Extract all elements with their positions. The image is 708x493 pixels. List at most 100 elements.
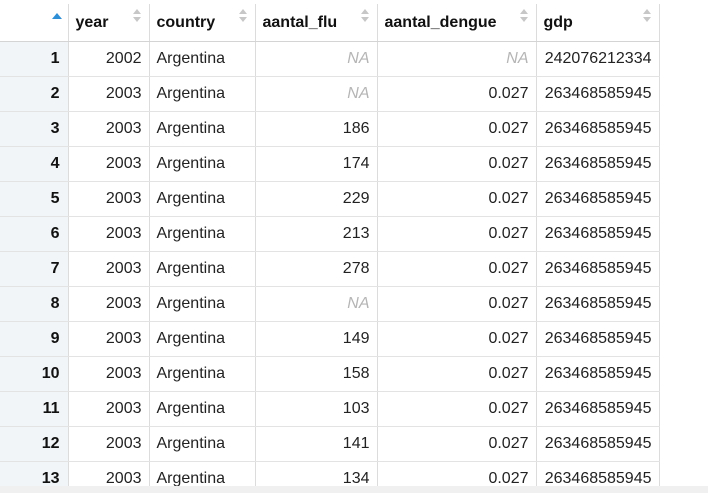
table-row: 10 2003 Argentina 158 0.027 263468585945 [0,356,660,392]
cell-aantal-dengue: 0.027 [377,216,537,252]
cell-aantal-flu: 158 [255,356,378,392]
cell-gdp: 263468585945 [536,111,660,147]
cell-gdp: 263468585945 [536,216,660,252]
cell-aantal-flu: 229 [255,181,378,217]
sort-icon [238,9,247,25]
cell-aantal-dengue: 0.027 [377,391,537,427]
horizontal-scrollbar[interactable] [0,486,708,493]
cell-aantal-flu: NA [255,76,378,112]
sort-ascending-icon [51,13,62,19]
cell-gdp: 263468585945 [536,76,660,112]
column-header-aantal-dengue[interactable]: aantal_dengue [377,4,537,42]
cell-year: 2003 [68,391,150,427]
cell-year: 2003 [68,286,150,322]
table-row: 9 2003 Argentina 149 0.027 263468585945 [0,321,660,357]
cell-country: Argentina [149,111,256,147]
cell-country: Argentina [149,251,256,287]
cell-gdp: 242076212334 [536,41,660,77]
column-header-year[interactable]: year [68,4,150,42]
table-row: 7 2003 Argentina 278 0.027 263468585945 [0,251,660,287]
column-header-rownum[interactable] [0,4,69,42]
cell-year: 2003 [68,426,150,462]
data-table: year country aantal_flu aantal_dengue gd… [0,4,660,493]
column-header-label: aantal_flu [262,13,338,31]
cell-aantal-flu: 141 [255,426,378,462]
cell-aantal-flu: 213 [255,216,378,252]
row-number: 9 [0,321,69,357]
cell-year: 2003 [68,146,150,182]
column-header-label: gdp [543,13,573,31]
cell-country: Argentina [149,41,256,77]
row-number: 1 [0,41,69,77]
cell-aantal-dengue: 0.027 [377,286,537,322]
sort-icon [519,9,528,25]
row-number: 10 [0,356,69,392]
row-number: 3 [0,111,69,147]
cell-country: Argentina [149,321,256,357]
cell-country: Argentina [149,216,256,252]
cell-year: 2003 [68,356,150,392]
cell-aantal-flu: NA [255,41,378,77]
cell-country: Argentina [149,391,256,427]
cell-aantal-dengue: NA [377,41,537,77]
cell-aantal-dengue: 0.027 [377,251,537,287]
column-header-gdp[interactable]: gdp [536,4,660,42]
cell-gdp: 263468585945 [536,356,660,392]
table-row: 1 2002 Argentina NA NA 242076212334 [0,41,660,77]
table-row: 11 2003 Argentina 103 0.027 263468585945 [0,391,660,427]
table-row: 3 2003 Argentina 186 0.027 263468585945 [0,111,660,147]
cell-year: 2003 [68,216,150,252]
row-number: 5 [0,181,69,217]
cell-year: 2002 [68,41,150,77]
cell-aantal-flu: 103 [255,391,378,427]
table-row: 8 2003 Argentina NA 0.027 263468585945 [0,286,660,322]
cell-country: Argentina [149,181,256,217]
row-number: 8 [0,286,69,322]
cell-year: 2003 [68,76,150,112]
cell-year: 2003 [68,181,150,217]
cell-gdp: 263468585945 [536,321,660,357]
cell-gdp: 263468585945 [536,286,660,322]
cell-aantal-flu: 174 [255,146,378,182]
header-row: year country aantal_flu aantal_dengue gd… [0,4,660,42]
cell-year: 2003 [68,111,150,147]
cell-gdp: 263468585945 [536,391,660,427]
cell-aantal-dengue: 0.027 [377,356,537,392]
row-number: 4 [0,146,69,182]
row-number: 6 [0,216,69,252]
cell-aantal-dengue: 0.027 [377,111,537,147]
table-body: 1 2002 Argentina NA NA 242076212334 2 20… [0,41,660,493]
cell-year: 2003 [68,251,150,287]
row-number: 2 [0,76,69,112]
cell-gdp: 263468585945 [536,146,660,182]
row-number: 11 [0,391,69,427]
cell-aantal-dengue: 0.027 [377,321,537,357]
table-row: 12 2003 Argentina 141 0.027 263468585945 [0,426,660,462]
cell-aantal-flu: 278 [255,251,378,287]
table-row: 4 2003 Argentina 174 0.027 263468585945 [0,146,660,182]
column-header-aantal-flu[interactable]: aantal_flu [255,4,378,42]
sort-icon [642,9,651,25]
cell-aantal-flu: 186 [255,111,378,147]
sort-icon [132,9,141,25]
cell-aantal-dengue: 0.027 [377,146,537,182]
cell-aantal-dengue: 0.027 [377,76,537,112]
table-row: 5 2003 Argentina 229 0.027 263468585945 [0,181,660,217]
row-number: 12 [0,426,69,462]
cell-aantal-flu: 149 [255,321,378,357]
column-header-country[interactable]: country [149,4,256,42]
cell-country: Argentina [149,76,256,112]
cell-gdp: 263468585945 [536,426,660,462]
cell-gdp: 263468585945 [536,251,660,287]
cell-aantal-dengue: 0.027 [377,426,537,462]
row-number: 7 [0,251,69,287]
table-row: 2 2003 Argentina NA 0.027 263468585945 [0,76,660,112]
cell-gdp: 263468585945 [536,181,660,217]
table-row: 6 2003 Argentina 213 0.027 263468585945 [0,216,660,252]
cell-country: Argentina [149,146,256,182]
cell-country: Argentina [149,426,256,462]
column-header-label: year [75,13,109,31]
cell-aantal-dengue: 0.027 [377,181,537,217]
sort-icon [360,9,369,25]
